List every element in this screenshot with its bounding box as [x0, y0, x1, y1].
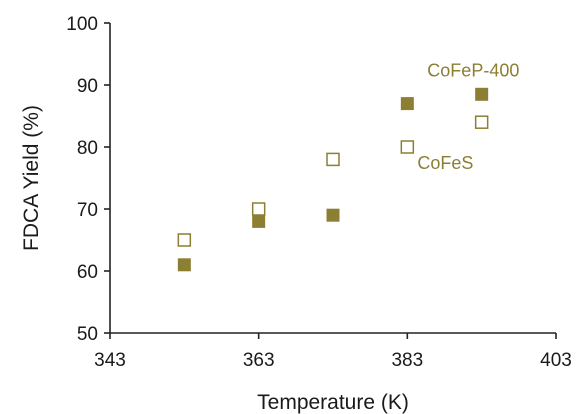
y-tick-label: 100: [66, 14, 98, 35]
marker-filled-square: [326, 208, 340, 222]
axes: [104, 22, 557, 339]
marker-filled-square: [475, 87, 489, 101]
y-tick-label: 60: [77, 262, 98, 283]
y-tick-label: 80: [77, 138, 98, 159]
y-tick-label: 50: [77, 324, 98, 345]
series-label-cofes: CoFeS: [417, 153, 473, 173]
x-tick-label: 403: [540, 350, 572, 371]
marker-open-square: [326, 152, 340, 167]
x-tick-label: 363: [243, 350, 275, 371]
marker-filled-square: [177, 258, 191, 272]
y-tick-label: 90: [77, 76, 98, 97]
x-axis-title: Temperature (K): [257, 391, 409, 414]
series-label-cofep400: CoFeP-400: [427, 61, 519, 81]
x-tick-label: 383: [391, 350, 423, 371]
x-tick-label: 343: [94, 350, 126, 371]
series-labels: CoFeP-400 CoFeS: [417, 61, 519, 173]
y-axis-title: FDCA Yield (%): [20, 105, 43, 251]
marker-open-square: [251, 202, 266, 216]
y-tick-label: 70: [77, 200, 98, 221]
tick-labels: 50 60 70 80 90 100 343 363 383 403: [66, 14, 572, 371]
marker-open-square: [474, 115, 489, 129]
marker-open-square: [177, 233, 192, 247]
marker-filled-square: [400, 97, 414, 111]
marker-filled-square: [252, 214, 266, 228]
data-points: [177, 87, 489, 272]
marker-open-square: [400, 140, 415, 154]
